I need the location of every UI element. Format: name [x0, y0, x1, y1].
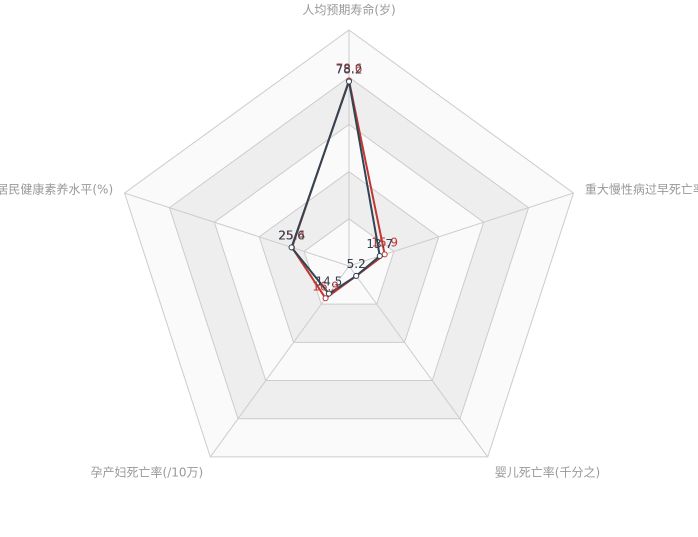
split-line-2 [258, 170, 440, 343]
split-line-1 [303, 218, 395, 305]
series-0-point-1[interactable] [381, 251, 388, 258]
data-label-1-3: 14.5 [316, 275, 343, 289]
series-0-point-3[interactable] [322, 295, 329, 302]
indicator-label-4: 居民健康素养水平(%) [0, 181, 113, 196]
split-line-3 [213, 123, 485, 382]
axis-line-4 [124, 192, 350, 267]
indicator-label-2: 婴儿死亡率(千分之) [495, 465, 600, 480]
split-line-4 [168, 76, 530, 420]
indicator-label-0: 人均预期寿命(岁) [302, 2, 395, 17]
data-label-1-0: 78.2 [336, 62, 363, 76]
data-label-0-3: 16.9 [312, 279, 339, 293]
data-label-1-2: 5.2 [347, 257, 366, 271]
series-1-point-2[interactable] [353, 272, 360, 279]
series-1-point-4[interactable] [288, 244, 295, 251]
indicator-label-3: 孕产妇死亡率(/10万) [91, 465, 204, 480]
data-label-0-1: 15.9 [371, 235, 398, 249]
series-line-1 [290, 80, 381, 295]
data-label-1-4: 25.6 [278, 228, 305, 242]
data-label-0-2: 5.2 [347, 257, 366, 271]
indicator-label-1: 重大慢性病过早死亡率(%) [585, 181, 698, 196]
indicator-labels: 人均预期寿命(岁) 重大慢性病过早死亡率(%) 婴儿死亡率(千分之) 孕产妇死亡率(/… [0, 2, 698, 480]
axis-line-2 [348, 265, 489, 458]
split-lines [123, 29, 575, 458]
series-1-point-3[interactable] [325, 290, 332, 297]
data-label-1-1: 13.7 [366, 237, 393, 251]
series-1-point-1[interactable] [376, 253, 383, 260]
series-layer [288, 77, 388, 302]
data-labels: 78.615.95.216.925.478.213.75.214.525.6 [278, 62, 398, 294]
data-label-0-0: 78.6 [336, 62, 363, 76]
split-line-5 [123, 29, 575, 458]
series-1-point-0[interactable] [346, 78, 352, 85]
data-label-0-4: 25.4 [279, 228, 306, 242]
